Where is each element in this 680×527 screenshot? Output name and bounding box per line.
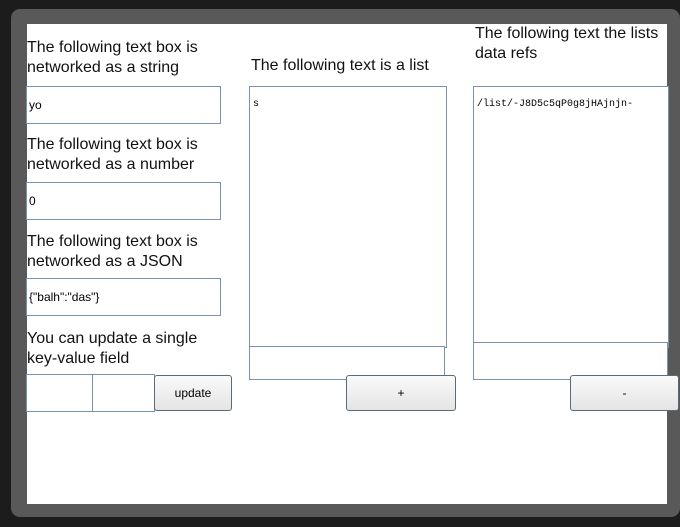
list-label: The following text is a list [251, 57, 429, 74]
number-label-line1: The following text box is [27, 136, 198, 153]
update-button[interactable]: update [154, 375, 232, 411]
string-label-line2: networked as a string [27, 59, 180, 76]
string-input[interactable]: yo [26, 86, 221, 124]
key-input[interactable] [26, 374, 93, 412]
string-label-line1: The following text box is [27, 39, 198, 56]
json-input[interactable]: {"balh":"das"} [26, 278, 221, 316]
number-field-label: The following text box is networked as a… [27, 135, 198, 175]
refs-label-line1: The following text the lists [475, 25, 659, 42]
json-label-line2: networked as a JSON [27, 253, 183, 270]
value-input[interactable] [92, 374, 155, 412]
json-field-label: The following text box is networked as a… [27, 232, 198, 272]
kv-label-line2: key-value field [27, 350, 130, 367]
add-item-button[interactable]: + [346, 375, 456, 411]
json-label-line1: The following text box is [27, 233, 198, 250]
remove-item-button[interactable]: - [570, 375, 679, 411]
number-input[interactable]: 0 [26, 182, 221, 220]
kv-label-line1: You can update a single [27, 330, 198, 347]
refs-label-line2: data refs [475, 45, 538, 62]
kv-field-label: You can update a single key-value field [27, 329, 197, 369]
refs-label: The following text the lists data refs [475, 24, 658, 64]
refs-textarea[interactable]: /list/-J8D5c5qP0g8jHAjnjn- [473, 86, 669, 348]
number-label-line2: networked as a number [27, 156, 195, 173]
string-field-label: The following text box is networked as a… [27, 38, 198, 78]
refs-input[interactable] [473, 342, 668, 380]
list-textarea[interactable]: s [249, 86, 447, 348]
